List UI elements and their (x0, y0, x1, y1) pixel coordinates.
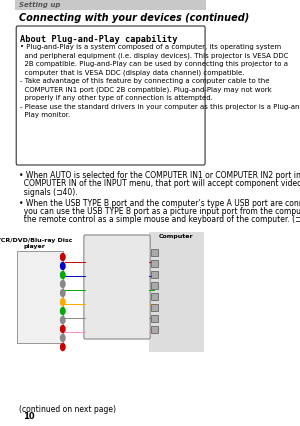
Text: and peripheral equipment (i.e. display devices). This projector is VESA DDC: and peripheral equipment (i.e. display d… (20, 52, 288, 59)
Text: computer that is VESA DDC (display data channel) compatible.: computer that is VESA DDC (display data … (20, 69, 244, 76)
Text: About Plug-and-Play capability: About Plug-and-Play capability (20, 35, 178, 44)
Text: the remote control as a simple mouse and keyboard of the computer. (⊐17, 54).: the remote control as a simple mouse and… (19, 216, 300, 225)
FancyBboxPatch shape (151, 248, 158, 256)
Text: - Take advantage of this feature by connecting a computer cable to the: - Take advantage of this feature by conn… (20, 78, 269, 84)
Circle shape (61, 280, 65, 288)
FancyBboxPatch shape (151, 282, 158, 288)
FancyBboxPatch shape (16, 26, 205, 165)
Text: VCR/DVD/Blu-ray Disc
player: VCR/DVD/Blu-ray Disc player (0, 238, 72, 249)
Circle shape (61, 343, 65, 351)
Text: - Please use the standard drivers in your computer as this projector is a Plug-a: - Please use the standard drivers in you… (20, 104, 300, 109)
Circle shape (61, 325, 65, 333)
Circle shape (61, 290, 65, 296)
FancyBboxPatch shape (17, 251, 63, 343)
Text: • When the USB TYPE B port and the computer’s type A USB port are connected,: • When the USB TYPE B port and the compu… (19, 199, 300, 207)
Text: COMPUTER IN of the INPUT menu, that port will accept component video: COMPUTER IN of the INPUT menu, that port… (19, 179, 300, 188)
Text: • When AUTO is selected for the COMPUTER IN1 or COMPUTER IN2 port in: • When AUTO is selected for the COMPUTER… (19, 171, 300, 180)
Text: Computer: Computer (159, 234, 194, 239)
Text: Setting up: Setting up (19, 2, 60, 8)
Circle shape (61, 253, 65, 261)
Text: Play monitor.: Play monitor. (20, 112, 70, 118)
Text: (continued on next page): (continued on next page) (19, 405, 116, 414)
Circle shape (61, 334, 65, 342)
Text: 10: 10 (22, 412, 34, 421)
Text: • Plug-and-Play is a system composed of a computer, its operating system: • Plug-and-Play is a system composed of … (20, 44, 281, 50)
Text: COMPUTER IN1 port (DDC 2B compatible). Plug-and-Play may not work: COMPUTER IN1 port (DDC 2B compatible). P… (20, 86, 272, 93)
FancyBboxPatch shape (151, 271, 158, 277)
FancyBboxPatch shape (151, 314, 158, 322)
Text: Connecting with your devices (continued): Connecting with your devices (continued) (19, 13, 249, 23)
FancyBboxPatch shape (15, 0, 206, 10)
Text: 2B compatible. Plug-and-Play can be used by connecting this projector to a: 2B compatible. Plug-and-Play can be used… (20, 61, 288, 67)
FancyBboxPatch shape (151, 303, 158, 311)
FancyBboxPatch shape (151, 293, 158, 299)
Text: you can use the USB TYPE B port as a picture input port from the computer, or us: you can use the USB TYPE B port as a pic… (19, 207, 300, 216)
Text: properly if any other type of connection is attempted.: properly if any other type of connection… (20, 95, 213, 101)
FancyBboxPatch shape (151, 325, 158, 333)
Circle shape (61, 317, 65, 323)
Circle shape (61, 299, 65, 305)
Text: signals (⊐40).: signals (⊐40). (19, 188, 77, 197)
FancyBboxPatch shape (84, 235, 150, 339)
Circle shape (61, 308, 65, 314)
FancyBboxPatch shape (149, 232, 204, 352)
FancyBboxPatch shape (151, 259, 158, 267)
Circle shape (61, 271, 65, 279)
Circle shape (61, 262, 65, 270)
